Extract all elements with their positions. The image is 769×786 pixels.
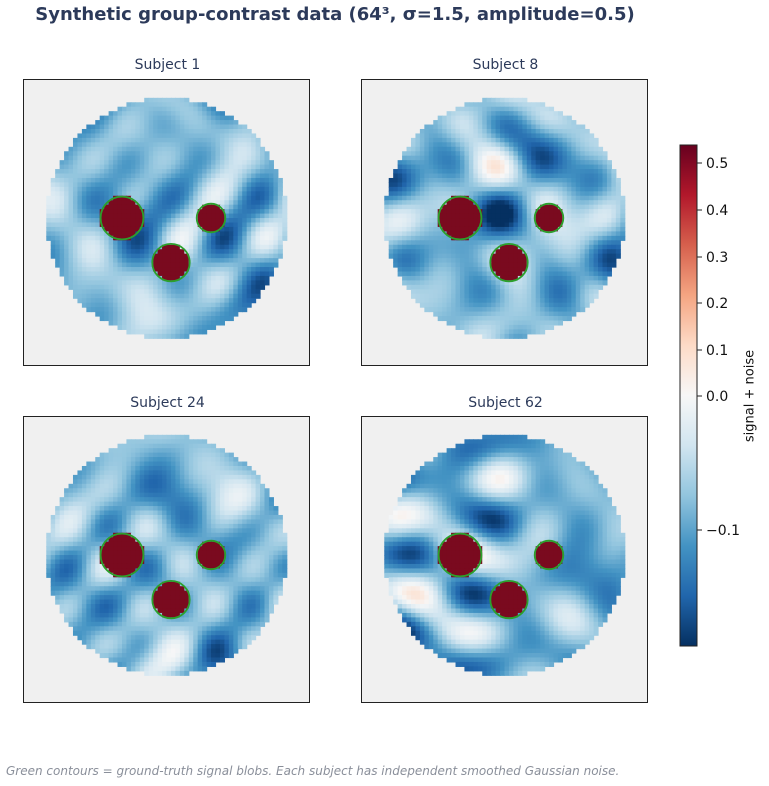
- colorbar-tick-label: 0.2: [706, 296, 728, 312]
- signal-contour-3: [151, 243, 191, 283]
- figure-caption: Green contours = ground-truth signal blo…: [6, 764, 620, 778]
- colorbar-tick-label: 0.0: [706, 389, 728, 405]
- colorbar-tick-label: 0.3: [706, 250, 728, 266]
- figure-title: Synthetic group-contrast data (64³, σ=1.…: [35, 4, 635, 25]
- colorbar-tick-label: −0.1: [706, 523, 740, 539]
- signal-contour-2: [195, 539, 227, 571]
- panel-title-2: Subject 8: [472, 57, 539, 73]
- colorbar-gradient: [679, 144, 698, 647]
- colorbar-tick-label: 0.5: [706, 156, 728, 172]
- signal-contour-1: [99, 195, 145, 241]
- colorbar-label: signal + noise: [742, 349, 758, 443]
- heatmap-panel-3: [23, 416, 310, 703]
- panel-title-1: Subject 1: [134, 57, 201, 73]
- signal-contour-2: [533, 539, 565, 571]
- signal-contour-1: [99, 532, 145, 578]
- heatmap-panel-2: [361, 79, 648, 366]
- signal-contour-1: [437, 532, 483, 578]
- panel-title-4: Subject 62: [468, 395, 543, 411]
- signal-contour-2: [195, 202, 227, 234]
- signal-contour-3: [489, 243, 529, 283]
- signal-contour-1: [437, 195, 483, 241]
- colorbar: 0.5 0.4 0.3 0.2 0.1 0.0 −0.1: [679, 144, 759, 652]
- heatmap-panel-1: [23, 79, 310, 366]
- heatmap-panel-4: [361, 416, 648, 703]
- signal-contour-3: [151, 580, 191, 620]
- signal-contour-2: [533, 202, 565, 234]
- colorbar-tick-label: 0.1: [706, 343, 728, 359]
- colorbar-tick-label: 0.4: [706, 203, 728, 219]
- signal-contour-3: [489, 580, 529, 620]
- panel-title-3: Subject 24: [130, 395, 205, 411]
